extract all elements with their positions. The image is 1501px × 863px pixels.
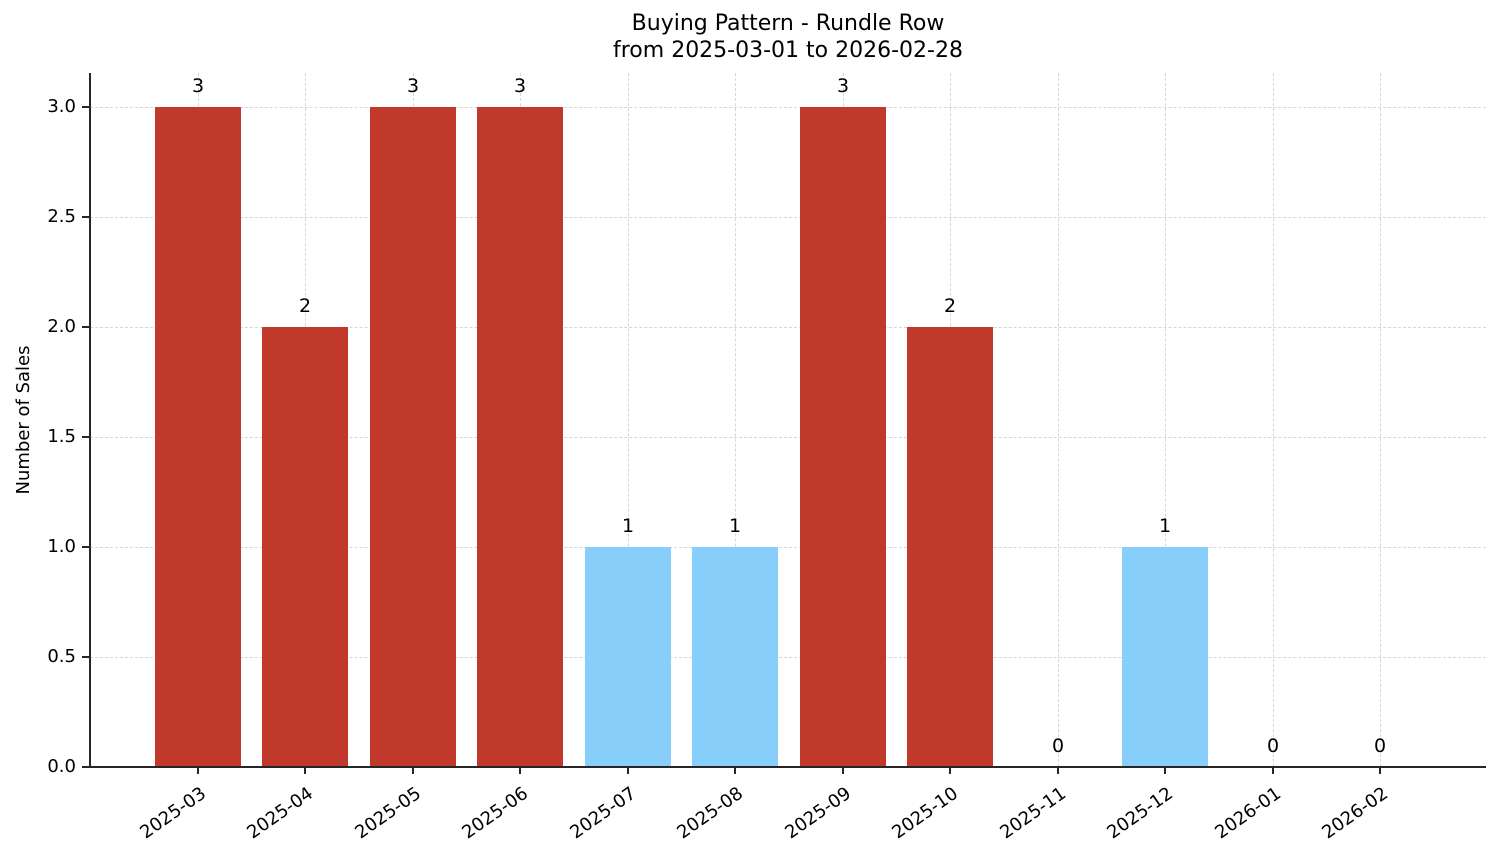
y-tick-label: 1.5: [47, 426, 76, 447]
y-tick: [82, 106, 89, 108]
x-tick: [1164, 767, 1166, 774]
bar-value-label: 3: [406, 75, 420, 97]
y-tick: [82, 766, 89, 768]
v-gridline: [735, 73, 736, 767]
chart-subtitle: from 2025-03-01 to 2026-02-28: [613, 38, 963, 63]
x-tick: [627, 767, 629, 774]
bar-2025-10: [907, 327, 993, 767]
y-axis-spine: [89, 73, 91, 768]
y-tick-label: 0.0: [47, 756, 76, 777]
h-gridline: [90, 217, 1486, 218]
y-tick: [82, 436, 89, 438]
bar-2025-04: [262, 327, 348, 767]
x-tick: [949, 767, 951, 774]
y-tick-label: 0.5: [47, 646, 76, 667]
bar-value-label: 0: [1266, 735, 1280, 757]
y-tick-label: 3.0: [47, 96, 76, 117]
x-tick: [1057, 767, 1059, 774]
bar-value-label: 3: [836, 75, 850, 97]
bar-2025-06: [477, 107, 563, 767]
h-gridline: [90, 327, 1486, 328]
y-tick-label: 2.0: [47, 316, 76, 337]
bar-2025-09: [800, 107, 886, 767]
x-tick: [842, 767, 844, 774]
bar-2025-05: [370, 107, 456, 767]
x-tick: [197, 767, 199, 774]
v-gridline: [628, 73, 629, 767]
chart-title-main: Buying Pattern - Rundle Row: [631, 11, 945, 36]
chart-title: Buying Pattern - Rundle Row from 2025-03…: [0, 10, 1501, 64]
x-tick: [519, 767, 521, 774]
bar-2025-12: [1122, 547, 1208, 767]
bar-value-label: 2: [298, 295, 312, 317]
y-tick-label: 2.5: [47, 206, 76, 227]
bar-value-label: 0: [1373, 735, 1387, 757]
x-tick: [1379, 767, 1381, 774]
h-gridline: [90, 437, 1486, 438]
h-gridline: [90, 107, 1486, 108]
bar-value-label: 1: [1158, 515, 1172, 537]
x-tick: [1272, 767, 1274, 774]
y-tick: [82, 546, 89, 548]
bar-2025-08: [692, 547, 778, 767]
y-tick: [82, 326, 89, 328]
y-tick: [82, 656, 89, 658]
y-axis-label: Number of Sales: [13, 345, 34, 495]
bar-value-label: 3: [191, 75, 205, 97]
bar-2025-07: [585, 547, 671, 767]
v-gridline: [1165, 73, 1166, 767]
v-gridline: [1273, 73, 1274, 767]
bar-2025-03: [155, 107, 241, 767]
bar-value-label: 0: [1051, 735, 1065, 757]
bar-value-label: 1: [621, 515, 635, 537]
bar-value-label: 2: [943, 295, 957, 317]
bar-value-label: 3: [513, 75, 527, 97]
bar-value-label: 1: [728, 515, 742, 537]
x-tick: [304, 767, 306, 774]
x-tick: [734, 767, 736, 774]
y-tick-label: 1.0: [47, 536, 76, 557]
x-tick: [412, 767, 414, 774]
h-gridline: [90, 657, 1486, 658]
v-gridline: [1380, 73, 1381, 767]
h-gridline: [90, 547, 1486, 548]
x-axis-spine: [89, 766, 1486, 768]
y-tick: [82, 216, 89, 218]
v-gridline: [1058, 73, 1059, 767]
